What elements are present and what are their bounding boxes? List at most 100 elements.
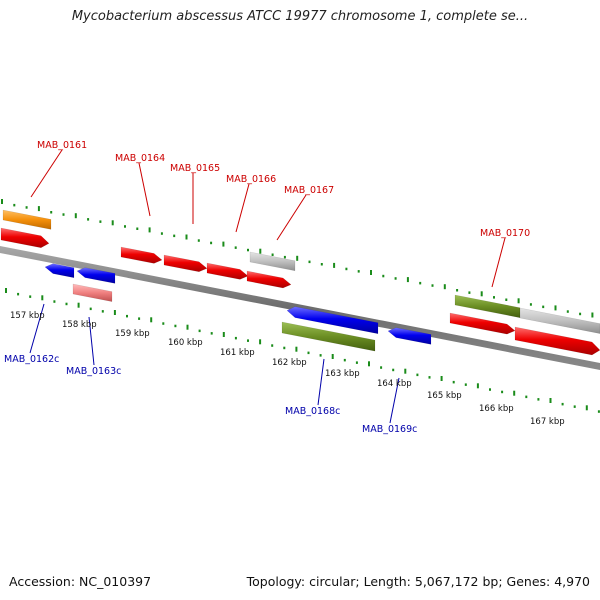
gene-label[interactable]: MAB_0169c bbox=[362, 424, 417, 435]
gc-skew-mark bbox=[296, 255, 299, 261]
scale-label: 161 kbp bbox=[220, 348, 255, 358]
gc-skew-mark bbox=[17, 292, 20, 296]
gene-mab-0161[interactable] bbox=[2, 209, 52, 230]
scale-label: 159 kbp bbox=[115, 329, 150, 339]
gene-labels[interactable]: MAB_0161 MAB_0164 MAB_0165 MAB_0166 MAB_0167… bbox=[4, 140, 530, 435]
gc-skew-mark bbox=[101, 310, 104, 313]
gc-skew-mark bbox=[62, 213, 65, 216]
gene-features[interactable] bbox=[0, 209, 600, 356]
gene-label[interactable]: MAB_0164 bbox=[115, 153, 165, 164]
gene-label[interactable]: MAB_0161 bbox=[37, 140, 87, 151]
gc-skew-mark bbox=[554, 305, 557, 311]
gc-skew-mark bbox=[464, 383, 467, 386]
gc-skew-mark bbox=[234, 336, 237, 340]
scale-label: 160 kbp bbox=[168, 338, 203, 348]
gc-skew-mark bbox=[174, 324, 177, 328]
gene-olive-mab-0170[interactable] bbox=[454, 294, 521, 319]
gc-skew-mark bbox=[247, 248, 249, 252]
gc-skew-mark bbox=[537, 398, 540, 401]
gene-red-right-lower[interactable] bbox=[514, 326, 600, 356]
callout-line bbox=[389, 377, 400, 424]
gc-skew-mark bbox=[480, 291, 483, 297]
gene-mab-0170[interactable] bbox=[449, 312, 516, 335]
gc-skew-mark bbox=[517, 298, 520, 304]
gc-skew-mark bbox=[525, 395, 528, 399]
gc-skew-mark bbox=[5, 288, 7, 293]
gc-skew-mark bbox=[331, 354, 334, 359]
gc-skew-mark bbox=[210, 332, 213, 335]
map-title: Mycobacterium abscessus ATCC 19977 chrom… bbox=[71, 9, 529, 24]
gc-skew-mark bbox=[148, 227, 151, 233]
callout-line bbox=[317, 358, 325, 406]
gc-skew-mark bbox=[29, 295, 32, 298]
gene-label[interactable]: MAB_0162c bbox=[4, 354, 59, 365]
gc-skew-mark bbox=[136, 227, 139, 230]
gc-skew-mark bbox=[406, 277, 409, 283]
gc-skew-mark bbox=[489, 388, 491, 391]
gc-skew-mark bbox=[355, 361, 358, 364]
gene-label[interactable]: MAB_0166 bbox=[226, 174, 276, 185]
gene-mab-0164[interactable] bbox=[120, 246, 163, 264]
gc-skew-mark bbox=[74, 213, 77, 219]
gene-label[interactable]: MAB_0167 bbox=[284, 185, 334, 196]
gc-skew-mark bbox=[283, 346, 286, 350]
gc-skew-mark bbox=[138, 317, 141, 320]
gc-skew-mark bbox=[476, 383, 479, 389]
gene-label[interactable]: MAB_0170 bbox=[480, 228, 530, 239]
gc-skew-mark bbox=[41, 295, 44, 301]
gc-skew-mark bbox=[295, 346, 298, 352]
gene-mab-0168c[interactable] bbox=[286, 306, 379, 335]
gene-label[interactable]: MAB_0168c bbox=[285, 406, 340, 417]
scale-label: 158 kbp bbox=[62, 320, 97, 330]
gc-skew-mark bbox=[561, 402, 564, 406]
gc-skew-mark bbox=[308, 260, 311, 264]
scale-label: 167 kbp bbox=[530, 417, 565, 427]
gc-skew-mark bbox=[99, 220, 102, 223]
gene-olive-mab-0168c[interactable] bbox=[281, 321, 376, 352]
gene-mab-0165[interactable] bbox=[163, 254, 208, 273]
gene-gray-0166-0167[interactable] bbox=[249, 251, 296, 272]
gc-skew-mark bbox=[380, 366, 383, 369]
gc-skew-mark bbox=[65, 302, 68, 306]
gene-mab-0167[interactable] bbox=[246, 270, 292, 289]
gc-skew-upper-track bbox=[1, 199, 594, 318]
gene-gray-right-upper[interactable] bbox=[519, 307, 600, 334]
scale-labels: 157 kbp 158 kbp 159 kbp 160 kbp 161 kbp 162 k… bbox=[10, 311, 565, 427]
gc-skew-mark bbox=[597, 410, 600, 413]
gc-skew-mark bbox=[162, 322, 165, 325]
gene-mab-0169c[interactable] bbox=[387, 327, 432, 345]
gc-skew-mark bbox=[319, 354, 322, 357]
gc-skew-mark bbox=[210, 241, 213, 245]
gene-label[interactable]: MAB_0165 bbox=[170, 163, 220, 174]
gc-skew-mark bbox=[493, 296, 495, 299]
gc-skew-mark bbox=[13, 203, 16, 207]
gc-skew-mark bbox=[579, 312, 582, 316]
callout-line bbox=[29, 303, 45, 354]
gene-mab-0162c[interactable] bbox=[76, 267, 116, 284]
gene-red-upper-left[interactable] bbox=[0, 227, 50, 249]
gc-skew-mark bbox=[416, 373, 419, 377]
gc-skew-mark bbox=[185, 234, 188, 240]
gc-skew-mark bbox=[368, 361, 370, 367]
gene-blue-left-small[interactable] bbox=[44, 263, 75, 279]
gene-mab-0163c[interactable] bbox=[72, 283, 113, 302]
gc-skew-mark bbox=[320, 263, 323, 266]
gc-skew-mark bbox=[271, 253, 274, 256]
gc-skew-mark bbox=[234, 246, 237, 249]
scale-label: 166 kbp bbox=[479, 404, 514, 414]
gc-skew-mark bbox=[428, 376, 431, 379]
gc-skew-mark bbox=[271, 344, 274, 347]
gc-skew-mark bbox=[247, 339, 249, 342]
gene-label[interactable]: MAB_0163c bbox=[66, 366, 121, 377]
gene-callout-lines bbox=[29, 149, 506, 424]
gc-skew-mark bbox=[259, 339, 262, 345]
gc-skew-mark bbox=[53, 300, 56, 303]
callout-line bbox=[88, 316, 95, 366]
gc-skew-mark bbox=[283, 255, 286, 259]
gc-skew-mark bbox=[443, 284, 446, 290]
gc-skew-mark bbox=[198, 329, 201, 333]
gc-skew-mark bbox=[25, 206, 28, 209]
gc-skew-mark bbox=[160, 232, 163, 235]
gene-mab-0166[interactable] bbox=[206, 262, 249, 280]
